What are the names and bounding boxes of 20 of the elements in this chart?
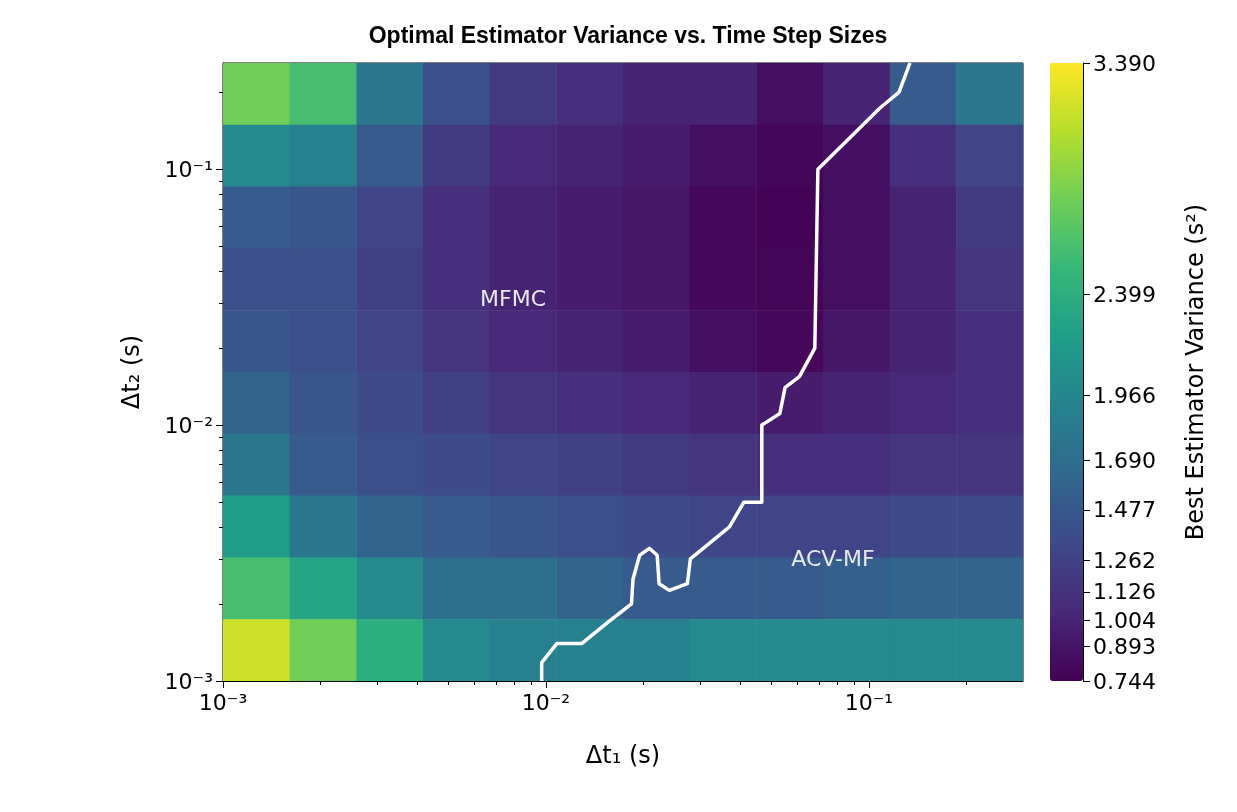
color-bar-label: 0.893 xyxy=(1093,633,1156,659)
color-bar-label: 2.399 xyxy=(1093,281,1156,307)
color-bar-label: 3.390 xyxy=(1093,50,1156,76)
y-tick-label: 10⁻² xyxy=(164,412,213,438)
x-tick-label: 10⁻¹ xyxy=(844,689,894,715)
color-bar-label: 1.262 xyxy=(1093,547,1156,573)
x-tick-label: 10⁻² xyxy=(521,689,571,715)
annotation: ACV-MF xyxy=(791,545,875,571)
color-bar-label: 1.966 xyxy=(1093,383,1156,409)
x-axis-title: Δt₁ (s) xyxy=(585,741,661,769)
chart-title: Optimal Estimator Variance vs. Time Step Sizes xyxy=(368,21,888,48)
y-tick-label: 10⁻¹ xyxy=(164,156,213,182)
color-bar-label: 1.477 xyxy=(1093,497,1156,523)
color-bar-label: 0.744 xyxy=(1093,668,1156,694)
color-bar-label: 1.126 xyxy=(1093,579,1156,605)
color-bar-title: Best Estimator Variance (s²) xyxy=(1181,203,1209,541)
annotation: MFMC xyxy=(480,285,546,311)
y-axis-title: Δt₂ (s) xyxy=(117,334,145,410)
color-bar-label: 1.004 xyxy=(1093,607,1156,633)
color-bar-label: 1.690 xyxy=(1093,447,1156,473)
